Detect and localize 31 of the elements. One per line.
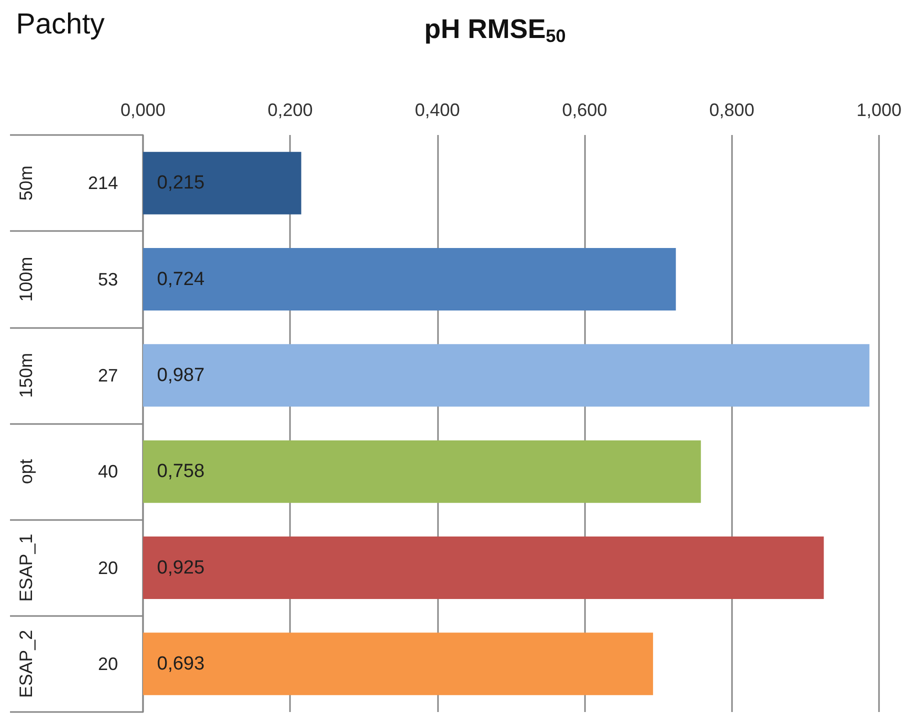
x-tick-label: 0,600 [562,100,608,120]
data-label: 0,724 [157,268,205,290]
x-tick-label: 0,800 [709,100,754,120]
y-tick-label: 100m [16,256,36,302]
data-label: 0,215 [157,172,205,194]
text: 214 [88,173,118,194]
x-tick-label: 0,000 [120,100,166,120]
bar [143,152,302,214]
bar [143,536,824,600]
data-label: 0,758 [157,461,205,482]
y-tick-label: ESAP_1 [16,534,36,602]
data-label: 0,693 [157,653,205,674]
text: 53 [98,269,118,290]
bar [143,248,676,311]
x-tick-label: 1,000 [856,100,902,120]
text: 40 [98,462,118,482]
data-label: 0,987 [157,364,205,386]
bar [143,440,701,503]
bar [143,632,654,696]
x-tick-label: 0,200 [268,100,313,120]
y-tick-label: opt [16,459,36,484]
bar [143,344,870,407]
text: Pachty [16,8,106,40]
data-label: 0,925 [157,557,205,578]
x-tick-label: 0,400 [414,100,460,120]
y-tick-label: ESAP_2 [16,630,36,698]
y-tick-label: 50m [16,166,36,201]
text: 27 [98,365,118,386]
y-tick-label: 150m [16,352,36,398]
text: 20 [98,558,118,578]
text: 20 [98,654,118,674]
